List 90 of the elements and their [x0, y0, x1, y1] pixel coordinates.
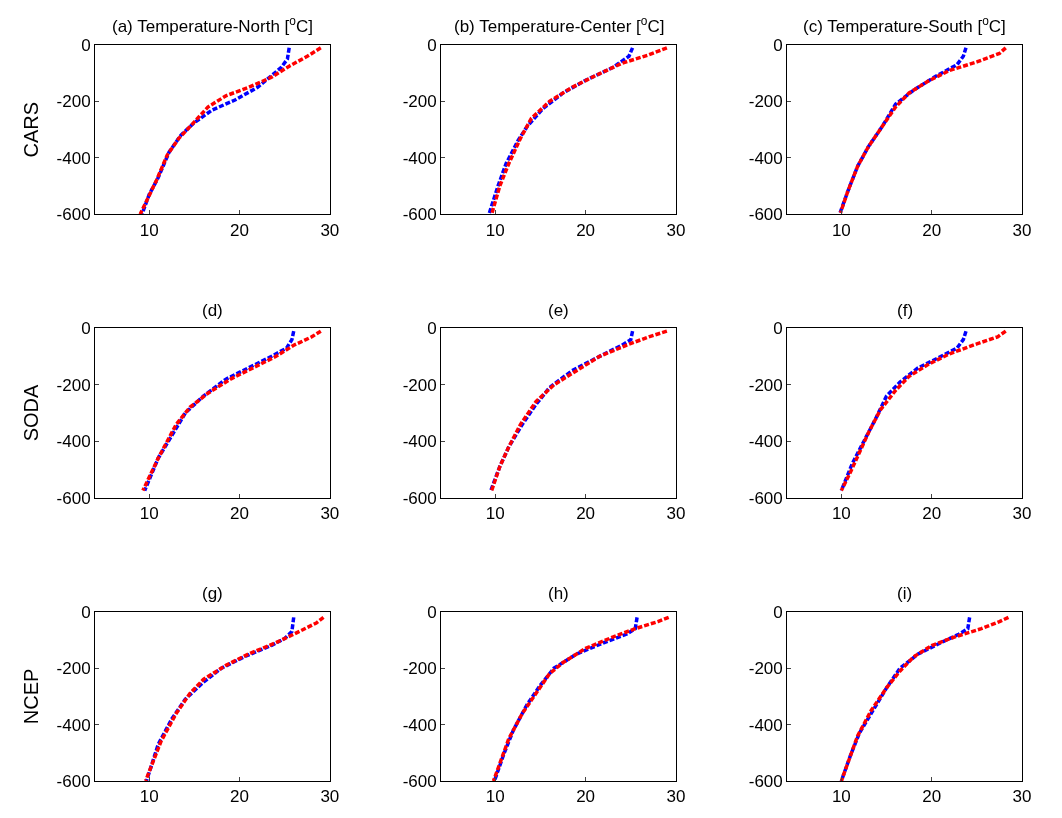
x-tick-label: 20	[576, 220, 596, 240]
chart-title: (a) Temperature-North [$^{o}$C]	[112, 14, 313, 37]
x-tick-label: 10	[485, 220, 505, 240]
x-tick-label: 30	[1012, 504, 1032, 524]
x-tick-label: 30	[320, 504, 340, 524]
x-tick-label: 30	[666, 787, 686, 807]
chart-title: (g)	[202, 584, 223, 603]
line-series	[491, 615, 671, 781]
y-tick-label: -200	[56, 659, 91, 679]
line-series	[487, 46, 635, 215]
y-tick-label: -400	[56, 432, 91, 452]
y-axis-title: CARS	[20, 101, 43, 158]
chart-title: (e)	[548, 301, 569, 320]
x-tick-label: 20	[922, 504, 942, 524]
chart-title: (i)	[897, 584, 913, 603]
y-tick-label: 0	[81, 35, 91, 55]
x-tick-label: 20	[576, 504, 596, 524]
y-tick-label: 0	[427, 319, 437, 339]
x-tick-label: 30	[666, 220, 686, 240]
x-tick-label: 30	[320, 220, 340, 240]
y-tick-label: -200	[402, 92, 437, 112]
y-tick-label: -400	[748, 715, 783, 735]
x-tick-label: 10	[485, 787, 505, 807]
y-tick-label: 0	[773, 602, 783, 622]
y-tick-label: -600	[402, 771, 437, 791]
y-tick-label: -400	[56, 715, 91, 735]
y-tick-label: -200	[56, 375, 91, 395]
line-series	[492, 615, 639, 781]
x-tick-label: 10	[139, 220, 159, 240]
y-tick-label: -600	[748, 488, 783, 508]
x-tick-label: 30	[1012, 220, 1032, 240]
x-tick-label: 20	[230, 220, 249, 240]
y-axis-title: NCEP	[20, 668, 43, 725]
y-tick-label: 0	[81, 319, 91, 339]
line-series	[839, 615, 972, 781]
x-tick-label: 20	[230, 787, 249, 807]
chart-title: (h)	[548, 584, 569, 603]
y-axis-title: SODA	[20, 384, 43, 442]
x-tick-label: 30	[1012, 787, 1032, 807]
x-tick-label: 20	[922, 787, 942, 807]
chart-title: (c) Temperature-South [$^{o}$C]	[803, 14, 1006, 37]
x-tick-label: 30	[320, 787, 340, 807]
y-tick-label: -400	[402, 148, 437, 168]
line-series	[144, 615, 296, 781]
x-tick-label: 10	[485, 504, 505, 524]
y-tick-label: -600	[402, 205, 437, 225]
x-tick-label: 30	[666, 504, 686, 524]
y-tick-label: 0	[427, 35, 437, 55]
x-tick-label: 10	[139, 787, 159, 807]
y-tick-label: -200	[748, 92, 783, 112]
y-tick-label: 0	[773, 319, 783, 339]
line-series	[489, 46, 669, 215]
line-series	[143, 615, 326, 781]
y-tick-label: -600	[56, 205, 91, 225]
y-tick-label: -400	[56, 148, 91, 168]
line-series	[839, 615, 1011, 781]
line-series	[839, 329, 1008, 493]
y-tick-label: -600	[56, 488, 91, 508]
y-tick-label: -200	[748, 375, 783, 395]
line-series	[838, 46, 1008, 215]
x-tick-label: 10	[831, 787, 851, 807]
line-series	[140, 46, 291, 215]
y-tick-label: -200	[56, 92, 91, 112]
y-tick-label: 0	[773, 35, 783, 55]
y-tick-label: -400	[402, 715, 437, 735]
y-tick-label: -400	[748, 148, 783, 168]
y-tick-label: -200	[402, 375, 437, 395]
y-tick-label: -600	[748, 205, 783, 225]
line-series	[141, 329, 323, 493]
x-tick-label: 10	[831, 220, 851, 240]
x-tick-label: 20	[922, 220, 942, 240]
line-series	[489, 329, 669, 493]
y-tick-label: -600	[402, 488, 437, 508]
y-tick-label: 0	[427, 602, 437, 622]
y-tick-label: -200	[748, 659, 783, 679]
y-tick-label: -600	[748, 771, 783, 791]
y-tick-label: -400	[402, 432, 437, 452]
chart-title: (b) Temperature-Center [$^{o}$C]	[454, 14, 665, 37]
y-tick-label: -600	[56, 771, 91, 791]
line-series	[142, 329, 296, 493]
chart-title: (d)	[202, 301, 223, 320]
y-tick-label: -200	[402, 659, 437, 679]
y-tick-label: -400	[748, 432, 783, 452]
y-tick-label: 0	[81, 602, 91, 622]
x-tick-label: 10	[139, 504, 159, 524]
x-tick-label: 10	[831, 504, 851, 524]
line-series	[138, 46, 323, 215]
x-tick-label: 20	[576, 787, 596, 807]
x-tick-label: 20	[230, 504, 249, 524]
chart-title: (f)	[897, 301, 914, 320]
